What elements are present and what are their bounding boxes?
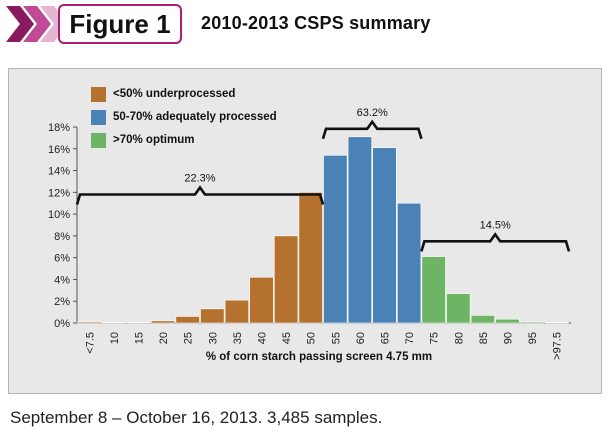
x-tick-label: 40	[257, 332, 269, 344]
legend-swatch	[91, 133, 106, 148]
y-tick-label: 2%	[54, 296, 70, 308]
x-tick-label: 20	[158, 332, 170, 344]
x-tick-label: <7.5	[84, 332, 96, 354]
chevron-2-icon	[23, 6, 51, 42]
bar-70	[396, 202, 422, 324]
annotation-brace	[75, 185, 325, 205]
x-tick-label: 55	[330, 332, 342, 344]
y-tick-label: 0%	[54, 318, 70, 330]
legend-label: <50% underprocessed	[113, 88, 236, 100]
x-tick-label: 90	[503, 332, 515, 344]
bar-55	[323, 155, 348, 324]
bar-45	[273, 235, 299, 324]
x-tick-label: 15	[134, 332, 146, 344]
chart-panel: 0% 2% 4% 6% 8% 10% 12% 14% 16% 18% <7.5 10 15 20 25 30 3…	[8, 68, 602, 394]
bar-85	[470, 315, 496, 324]
annotation-label: 22.3%	[184, 173, 215, 185]
legend-swatch	[91, 87, 106, 102]
legend-label: >70% optimum	[113, 134, 195, 146]
y-tick-label: 14%	[48, 166, 70, 178]
x-tick-label: 60	[355, 332, 367, 344]
x-axis-label: % of corn starch passing screen 4.75 mm	[206, 351, 432, 363]
y-tick-label: 16%	[48, 144, 70, 156]
legend-swatch	[91, 110, 106, 125]
chevron-1-icon	[6, 6, 34, 42]
y-tick-label: 8%	[54, 231, 70, 243]
y-tick-label: 18%	[48, 122, 70, 134]
bar-25	[175, 316, 200, 324]
annotation-brace	[420, 232, 571, 252]
x-tick-label: 45	[281, 332, 293, 344]
x-tick-label: 65	[380, 332, 392, 344]
x-tick-label: 75	[429, 332, 441, 344]
y-tick-label: 6%	[54, 253, 70, 265]
x-tick-label: 80	[453, 332, 465, 344]
y-tick-label: 12%	[48, 187, 70, 199]
annotation-label: 63.2%	[357, 107, 388, 119]
bar-75	[421, 256, 446, 324]
bar-30	[200, 308, 225, 324]
figure-caption: September 8 – October 16, 2013. 3,485 sa…	[10, 408, 383, 427]
bar-<7.5	[77, 321, 102, 324]
bar-65	[372, 147, 397, 324]
bar-80	[446, 293, 471, 324]
legend-label: 50-70% adequately processed	[113, 111, 277, 123]
figure-badge: Figure 1	[58, 4, 182, 44]
figure-badge-label: Figure 1	[69, 9, 171, 39]
x-tick-label: 50	[306, 332, 318, 344]
x-tick-label: 10	[109, 332, 121, 344]
bar-40	[249, 276, 274, 324]
bar-15	[126, 322, 151, 324]
bar->97.5	[544, 322, 569, 324]
bar-20	[151, 320, 176, 324]
annotation-brace	[321, 119, 423, 140]
annotation-label: 14.5%	[480, 219, 511, 231]
x-tick-label: 85	[478, 332, 490, 344]
y-tick-label: 10%	[48, 209, 70, 221]
bar-10	[101, 322, 126, 324]
x-tick-label: 95	[527, 332, 539, 344]
bar-95	[519, 321, 545, 324]
bar-50	[298, 192, 323, 324]
x-tick-label: 25	[183, 332, 195, 344]
bar-60	[347, 136, 373, 324]
bar-90	[495, 318, 520, 324]
y-tick-label: 4%	[54, 274, 70, 286]
x-tick-label: 30	[207, 332, 219, 344]
figure-title: 2010-2013 CSPS summary	[201, 13, 431, 33]
bar-chart: 0% 2% 4% 6% 8% 10% 12% 14% 16% 18% <7.5 10 15 20 25 30 3…	[48, 107, 571, 363]
x-tick-label: 35	[232, 332, 244, 344]
bar-35	[224, 299, 250, 324]
x-tick-label: 70	[404, 332, 416, 344]
x-tick-label: >97.5	[552, 332, 564, 360]
